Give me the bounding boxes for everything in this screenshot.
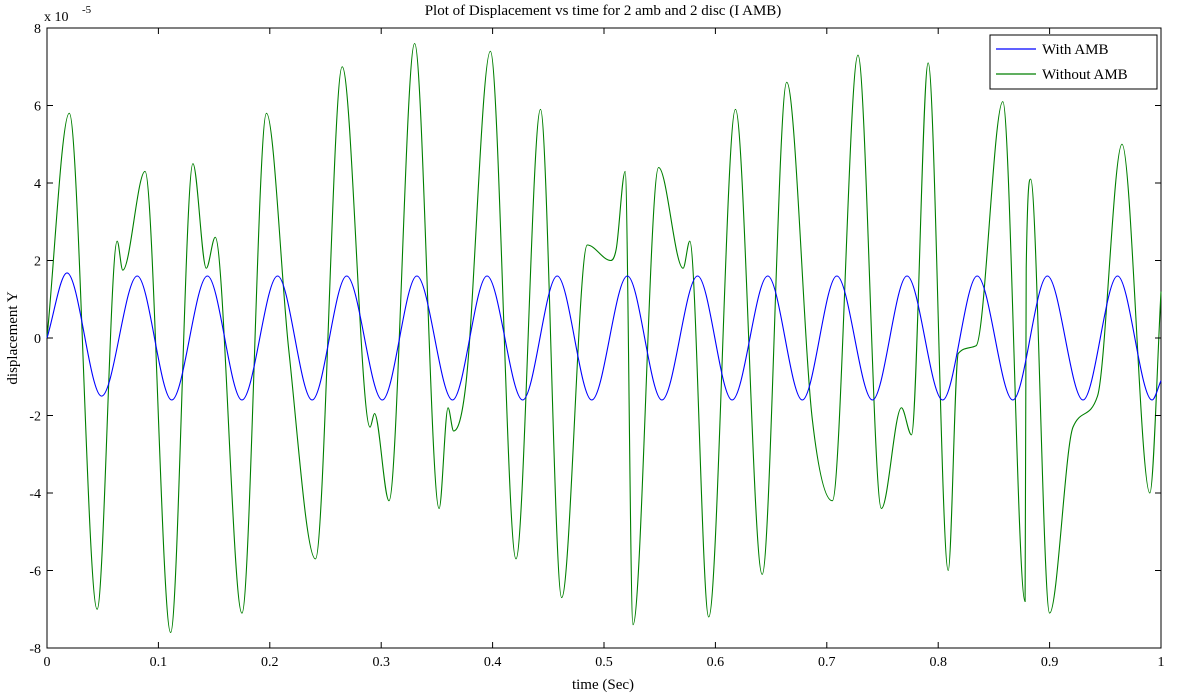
x-tick-label: 0.6 (707, 655, 725, 670)
y-exponent-power: -5 (82, 4, 92, 16)
x-tick-label: 0.3 (372, 655, 390, 670)
y-exponent-label: x 10 (44, 10, 69, 25)
x-tick-label: 1 (1158, 655, 1165, 670)
x-tick-label: 0.7 (818, 655, 836, 670)
plot-area (46, 27, 1162, 649)
y-tick-label: -4 (29, 487, 41, 502)
y-tick-label: -2 (29, 410, 41, 425)
y-tick-label: -8 (29, 642, 41, 657)
legend: With AMB Without AMB (989, 34, 1158, 90)
y-tick-label: -6 (29, 565, 41, 580)
legend-label: Without AMB (1042, 67, 1128, 83)
x-tick-label: 0.9 (1041, 655, 1059, 670)
y-tick-label: 2 (34, 255, 41, 270)
x-tick-label: 0.8 (929, 655, 947, 670)
y-axis-label: displacement Y (5, 291, 21, 384)
legend-label: With AMB (1042, 42, 1109, 58)
x-axis-label: time (Sec) (572, 677, 634, 693)
x-tick-label: 0.4 (484, 655, 502, 670)
series-line-with-amb (46, 272, 1162, 401)
y-tick-label: 8 (34, 22, 41, 37)
x-tick-label: 0.1 (150, 655, 168, 670)
x-tick-label: 0.5 (595, 655, 613, 670)
chart-title: Plot of Displacement vs time for 2 amb a… (425, 3, 782, 19)
y-tick-label: 4 (34, 177, 41, 192)
x-tick-label: 0 (44, 655, 51, 670)
y-tick-label: 6 (34, 100, 41, 115)
series-line-without-amb (46, 42, 1162, 634)
legend-box (989, 34, 1158, 90)
x-tick-label: 0.2 (261, 655, 279, 670)
y-tick-label: 0 (34, 332, 41, 347)
